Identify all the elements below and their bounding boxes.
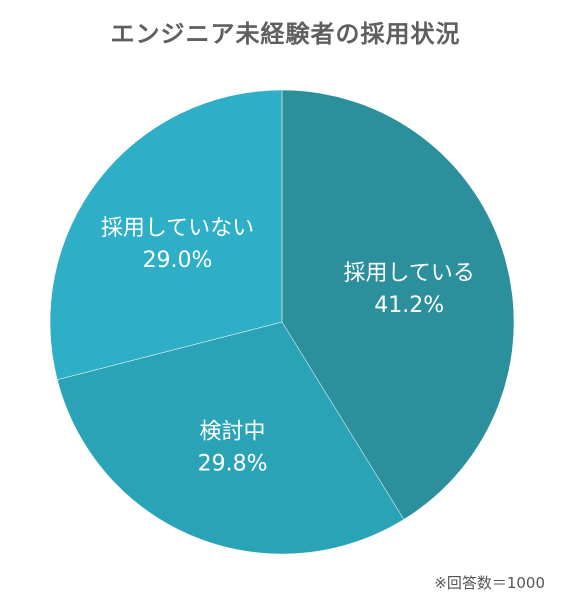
- slice-value-1: 29.8%: [198, 452, 268, 477]
- slice-value-2: 29.0%: [143, 248, 213, 273]
- pie-slice-1: [56, 321, 405, 555]
- slice-label-1: 検討中: [200, 420, 266, 445]
- respondents-note: ※回答数＝1000: [434, 574, 545, 592]
- slice-label-0: 採用している: [344, 261, 475, 286]
- pie-slice-0: [281, 89, 515, 520]
- pie-slice-2: [49, 89, 283, 381]
- chart-title: エンジニア未経験者の採用状況: [110, 20, 461, 48]
- slice-label-2: 採用していない: [101, 216, 254, 241]
- slice-value-0: 41.2%: [374, 293, 444, 318]
